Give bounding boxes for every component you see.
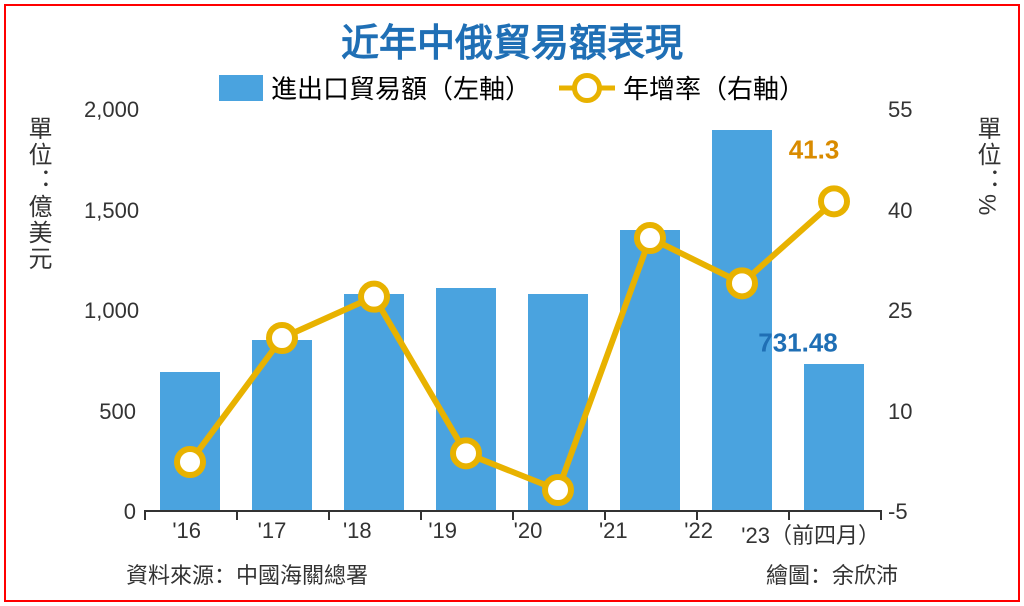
legend-line-label: 年增率（右軸）: [623, 69, 805, 106]
x-tick: [420, 510, 422, 520]
footer-source: 資料來源：中國海關總署: [126, 558, 368, 590]
bars-layer: [144, 110, 880, 510]
y-axis-right: -510254055: [880, 110, 940, 512]
y-right-tick: 55: [880, 97, 940, 123]
legend-line-swatch: [559, 75, 615, 101]
footer: 資料來源：中國海關總署 繪圖：余欣沛: [126, 558, 898, 590]
right-axis-label: 單位：%: [969, 116, 1004, 217]
bar: [804, 364, 865, 510]
bar-slot: [788, 110, 880, 510]
bar: [252, 340, 313, 510]
x-tick: [696, 510, 698, 520]
bar-slot: [604, 110, 696, 510]
x-tick: [880, 510, 882, 520]
chart-area: 05001,0001,5002,000 -510254055 41.3731.4…: [84, 110, 940, 552]
chart-frame: 近年中俄貿易額表現 進出口貿易額（左軸） 年增率（右軸） 單位：億美元 單位：%…: [4, 4, 1020, 602]
y-right-tick: -5: [880, 499, 940, 525]
y-left-tick: 1,000: [84, 298, 144, 324]
legend-item-bar: 進出口貿易額（左軸）: [219, 69, 531, 106]
data-annotation: 41.3: [789, 135, 840, 166]
x-label: '16: [144, 512, 229, 552]
legend-bar-label: 進出口貿易額（左軸）: [271, 69, 531, 106]
bar-slot: [236, 110, 328, 510]
legend-bar-swatch: [219, 75, 263, 101]
x-label: '19: [400, 512, 485, 552]
x-axis-labels: '16'17'18'19'20'21'22'23（前四月）: [144, 512, 880, 552]
y-right-tick: 10: [880, 399, 940, 425]
y-left-tick: 0: [84, 499, 144, 525]
x-label: '17: [229, 512, 314, 552]
data-annotation: 731.48: [758, 328, 838, 359]
bar: [712, 130, 773, 510]
bar-slot: [420, 110, 512, 510]
left-axis-label: 單位：億美元: [20, 116, 55, 272]
x-label: '21: [571, 512, 656, 552]
bar: [436, 288, 497, 510]
bar-slot: [328, 110, 420, 510]
y-left-tick: 2,000: [84, 97, 144, 123]
chart-title: 近年中俄貿易額表現: [6, 6, 1018, 67]
footer-credit: 繪圖：余欣沛: [766, 558, 898, 590]
x-tick: [328, 510, 330, 520]
x-tick: [604, 510, 606, 520]
y-axis-left: 05001,0001,5002,000: [84, 110, 144, 512]
bar: [344, 294, 405, 510]
legend-item-line: 年增率（右軸）: [559, 69, 805, 106]
y-left-tick: 500: [84, 399, 144, 425]
plot-area: 41.3 731.48: [144, 110, 880, 512]
y-right-tick: 25: [880, 298, 940, 324]
x-tick: [512, 510, 514, 520]
x-label: '23（前四月）: [741, 512, 880, 552]
x-label: '20: [485, 512, 570, 552]
y-right-tick: 40: [880, 198, 940, 224]
x-tick: [144, 510, 146, 520]
legend: 進出口貿易額（左軸） 年增率（右軸）: [6, 69, 1018, 106]
bar: [620, 230, 681, 510]
bar-slot: [696, 110, 788, 510]
x-tick: [788, 510, 790, 520]
bar-slot: [512, 110, 604, 510]
bar: [160, 372, 221, 510]
x-label: '22: [656, 512, 741, 552]
x-tick: [236, 510, 238, 520]
bar: [528, 294, 589, 510]
y-left-tick: 1,500: [84, 198, 144, 224]
bar-slot: [144, 110, 236, 510]
